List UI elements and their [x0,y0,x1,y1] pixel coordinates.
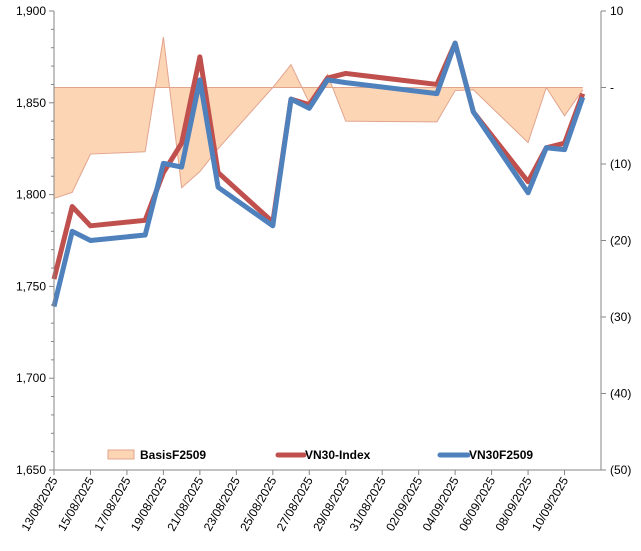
left-axis-tick-label: 1,850 [16,96,46,110]
x-axis-tick-label: 25/08/2025 [237,474,279,533]
series-line-vn30-index [54,43,583,279]
x-axis-tick-label: 04/09/2025 [420,474,462,533]
x-axis-tick-label: 08/09/2025 [493,474,535,533]
legend-label-basis: BasisF2509 [140,448,206,462]
basis-area-layer [54,37,583,198]
x-axis-tick-label: 27/08/2025 [274,474,316,533]
right-axis-tick-label: (40) [610,387,631,401]
x-axis-tick-label: 10/09/2025 [529,474,571,533]
legend: BasisF2509 VN30-Index VN30F2509 [108,448,533,462]
left-axis-tick-label: 1,900 [16,4,46,18]
right-axis-tick-label: - [610,81,614,95]
series-line-vn30f2509 [54,43,583,306]
x-axis-tick-label: 29/08/2025 [310,474,352,533]
x-axis-tick-label: 13/08/2025 [18,474,60,533]
right-axis-tick-label: (50) [610,463,631,477]
left-axis-tick-label: 1,650 [16,463,46,477]
x-axis-tick-label: 02/09/2025 [383,474,425,533]
left-axis-tick-label: 1,750 [16,279,46,293]
legend-swatch-basis [108,450,134,459]
basis-area [54,37,583,198]
right-axis-tick-label: (20) [610,234,631,248]
right-axis-tick-label: (10) [610,157,631,171]
legend-label-vn30f2509: VN30F2509 [469,448,533,462]
x-axis-tick-label: 21/08/2025 [164,474,206,533]
x-axis-tick-label: 23/08/2025 [201,474,243,533]
x-axis-tick-label: 15/08/2025 [55,474,97,533]
legend-label-vn30-index: VN30-Index [305,448,371,462]
x-axis-tick-label: 06/09/2025 [456,474,498,533]
left-axis-tick-label: 1,800 [16,188,46,202]
x-axis-tick-label: 19/08/2025 [128,474,170,533]
x-axis-tick-label: 17/08/2025 [91,474,133,533]
right-axis-tick-label: 10 [610,4,624,18]
right-axis-tick-label: (30) [610,310,631,324]
left-axis-tick-label: 1,700 [16,371,46,385]
line-layer [54,43,583,307]
x-axis-tick-label: 31/08/2025 [347,474,389,533]
